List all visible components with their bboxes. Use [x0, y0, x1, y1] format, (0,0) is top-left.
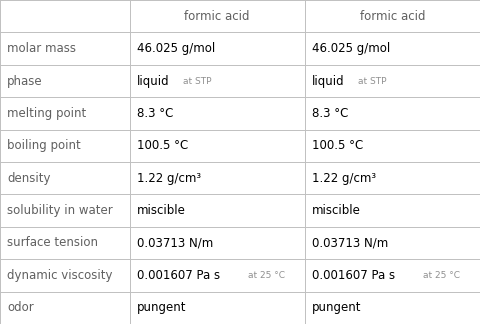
Text: liquid: liquid	[137, 75, 169, 87]
Text: 0.03713 N/m: 0.03713 N/m	[137, 237, 213, 249]
Text: melting point: melting point	[7, 107, 86, 120]
Text: solubility in water: solubility in water	[7, 204, 113, 217]
Text: at 25 °C: at 25 °C	[248, 271, 285, 280]
Text: miscible: miscible	[137, 204, 186, 217]
Text: 1.22 g/cm³: 1.22 g/cm³	[312, 172, 376, 185]
Text: liquid: liquid	[312, 75, 345, 87]
Text: at STP: at STP	[183, 76, 211, 86]
Text: pungent: pungent	[312, 301, 361, 314]
Text: 46.025 g/mol: 46.025 g/mol	[137, 42, 215, 55]
Text: boiling point: boiling point	[7, 139, 81, 152]
Text: 0.001607 Pa s: 0.001607 Pa s	[312, 269, 395, 282]
Text: at 25 °C: at 25 °C	[423, 271, 460, 280]
Text: phase: phase	[7, 75, 43, 87]
Text: molar mass: molar mass	[7, 42, 76, 55]
Text: miscible: miscible	[312, 204, 361, 217]
Text: 0.03713 N/m: 0.03713 N/m	[312, 237, 388, 249]
Text: 100.5 °C: 100.5 °C	[137, 139, 188, 152]
Text: odor: odor	[7, 301, 34, 314]
Text: 8.3 °C: 8.3 °C	[137, 107, 173, 120]
Text: 46.025 g/mol: 46.025 g/mol	[312, 42, 390, 55]
Text: dynamic viscosity: dynamic viscosity	[7, 269, 113, 282]
Text: density: density	[7, 172, 51, 185]
Text: formic acid: formic acid	[360, 10, 425, 23]
Text: at STP: at STP	[358, 76, 386, 86]
Text: surface tension: surface tension	[7, 237, 98, 249]
Text: 0.001607 Pa s: 0.001607 Pa s	[137, 269, 220, 282]
Text: 1.22 g/cm³: 1.22 g/cm³	[137, 172, 201, 185]
Text: pungent: pungent	[137, 301, 186, 314]
Text: 100.5 °C: 100.5 °C	[312, 139, 363, 152]
Text: 8.3 °C: 8.3 °C	[312, 107, 348, 120]
Text: formic acid: formic acid	[184, 10, 250, 23]
